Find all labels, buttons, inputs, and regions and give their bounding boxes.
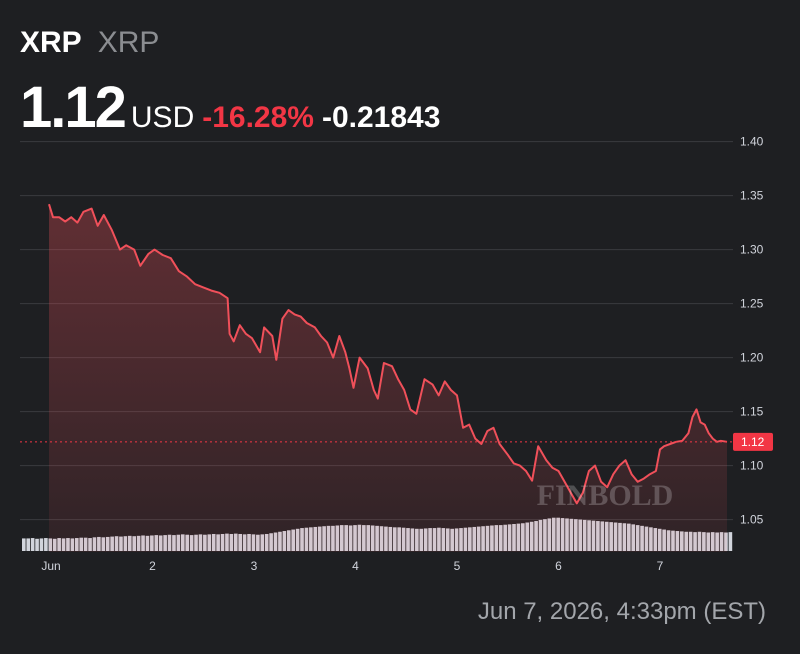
x-axis: Jun 2 3 4 5 6 7	[41, 559, 663, 573]
last-price-label: 1.12	[741, 435, 765, 449]
change-percent: -16.28%	[202, 101, 314, 134]
y-tick-label: 1.30	[740, 243, 764, 257]
volume-bar	[22, 538, 26, 551]
y-tick-label: 1.10	[740, 459, 764, 473]
finbold-watermark: FINBOLD	[537, 479, 674, 512]
x-tick-label: 2	[149, 559, 156, 573]
x-tick-label: 5	[454, 559, 461, 573]
y-tick-label: 1.05	[740, 513, 764, 527]
x-tick-label: 7	[657, 559, 664, 573]
last-price-marker: 1.12	[20, 432, 773, 451]
y-tick-label: 1.25	[740, 297, 764, 311]
price-area	[48, 203, 728, 552]
current-price: 1.12	[20, 75, 127, 140]
volume-bar	[39, 538, 44, 551]
price-header: 1.12 USD -16.28% -0.21843	[20, 74, 440, 141]
x-tick-label: 6	[555, 559, 562, 573]
ticker-symbol: XRP	[20, 26, 82, 59]
y-axis: 1.40 1.35 1.30 1.25 1.20 1.15 1.10 1.05	[740, 135, 764, 527]
y-tick-label: 1.35	[740, 189, 764, 203]
x-tick-label: 3	[251, 559, 258, 573]
currency-label: USD	[130, 101, 195, 134]
volume-bar	[30, 538, 35, 551]
volume-bar	[26, 538, 31, 551]
y-tick-label: 1.15	[740, 405, 764, 419]
y-tick-label: 1.20	[740, 351, 764, 365]
x-tick-label: Jun	[41, 559, 60, 573]
price-line	[48, 203, 728, 505]
change-value: -0.21843	[321, 101, 441, 134]
last-price-tag	[733, 432, 773, 451]
timestamp: Jun 7, 2026, 4:33pm (EST)	[477, 598, 766, 625]
ticker-header: XRP XRP	[20, 26, 159, 60]
volume-bar	[35, 538, 39, 551]
price-area-fill	[49, 204, 727, 552]
asset-name: XRP	[97, 26, 160, 59]
volume-bar	[728, 532, 733, 551]
y-tick-label: 1.40	[740, 135, 764, 149]
x-tick-label: 4	[352, 559, 359, 573]
volume-bar	[44, 538, 48, 551]
